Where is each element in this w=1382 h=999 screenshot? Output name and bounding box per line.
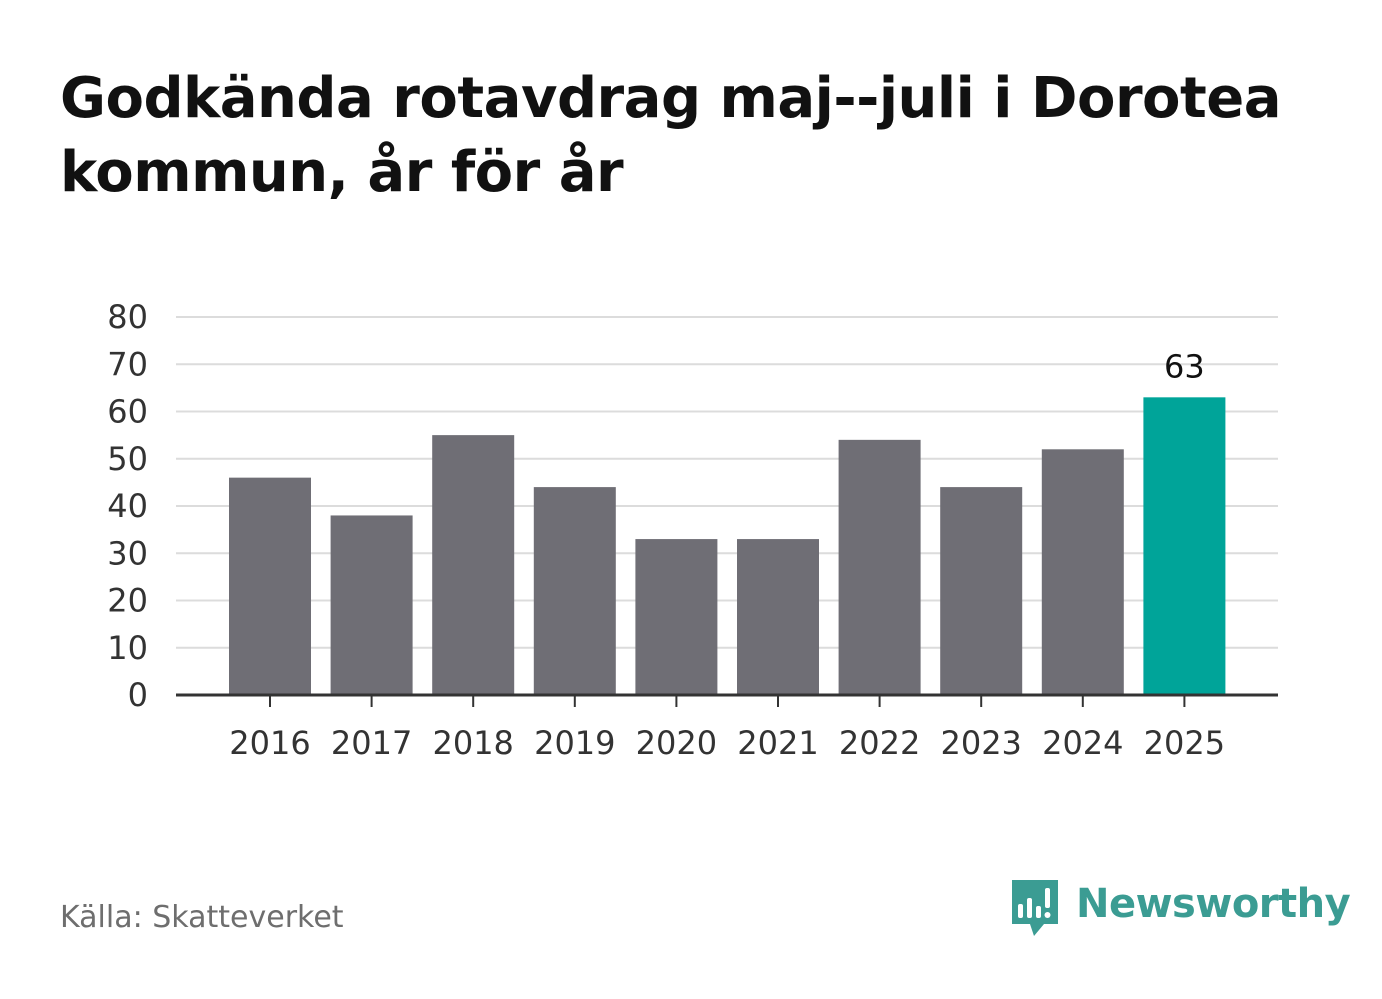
x-tick-label: 2025 [1144, 724, 1225, 762]
data-labels: 63 [1164, 347, 1205, 385]
bar-2023[interactable] [940, 487, 1023, 695]
y-tick-label: 50 [107, 440, 148, 478]
bar-2016[interactable] [229, 477, 311, 695]
bars [229, 397, 1226, 695]
x-tick-label: 2020 [636, 724, 717, 762]
x-tick-labels: 2016 2017 2018 2019 2020 2021 2022 2023 2024 2025 [229, 695, 1225, 762]
chart-title: Godkända rotavdrag maj--juli i Dorotea k… [60, 66, 1282, 205]
bar-2024[interactable] [1041, 449, 1124, 695]
y-tick-label: 30 [107, 534, 148, 572]
brand[interactable]: Newsworthy [1010, 878, 1351, 942]
speech-bubble-bar-chart-icon [1012, 880, 1058, 936]
y-tick-label: 10 [107, 629, 148, 667]
bar-2021[interactable] [737, 539, 819, 695]
y-tick-label: 20 [107, 582, 148, 620]
x-tick-label: 2021 [737, 724, 818, 762]
y-tick-label: 80 [107, 298, 148, 336]
x-tick-label: 2024 [1042, 724, 1123, 762]
data-label: 63 [1164, 347, 1205, 385]
y-tick-label: 70 [107, 345, 148, 383]
bar-2025[interactable] [1143, 397, 1226, 695]
bar-2017[interactable] [330, 515, 413, 695]
bar-2018[interactable] [432, 435, 515, 695]
x-tick-label: 2016 [229, 724, 310, 762]
x-tick-label: 2018 [432, 724, 513, 762]
brand-name: Newsworthy [1076, 881, 1351, 927]
y-tick-label: 40 [107, 487, 148, 525]
y-tick-label: 0 [128, 676, 148, 714]
x-tick-label: 2022 [839, 724, 920, 762]
bar-2022[interactable] [838, 439, 921, 695]
bar-2019[interactable] [533, 487, 616, 695]
x-tick-label: 2019 [534, 724, 615, 762]
y-tick-labels: 0 10 20 30 40 50 60 70 80 [107, 298, 148, 714]
y-tick-label: 60 [107, 393, 148, 431]
x-tick-label: 2023 [940, 724, 1021, 762]
bar-2020[interactable] [635, 539, 718, 695]
source-note: Källa: Skatteverket [60, 900, 344, 935]
x-tick-label: 2017 [331, 724, 412, 762]
